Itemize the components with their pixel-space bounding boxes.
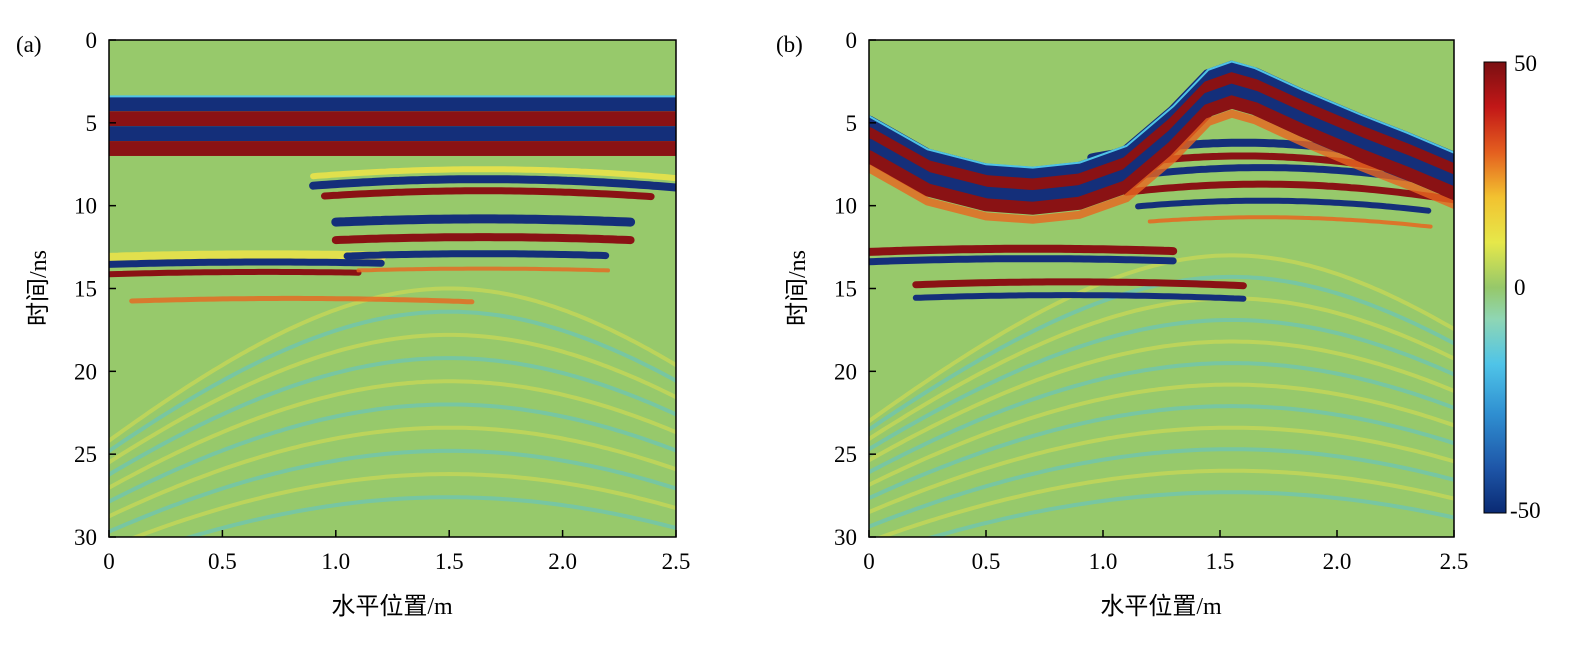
deep-reflection-band [183,495,676,537]
panel-b-radargram [869,60,1454,537]
deep-reflection-band [869,425,1454,514]
ytick-label: 15 [834,277,857,302]
colorbar-gradient [1483,61,1507,514]
ytick-label: 10 [74,194,97,219]
interface-band-blue [869,255,1177,266]
deep-reflection-band [869,382,1454,487]
xtick-label: 1.0 [321,549,350,574]
direct-wave-band [109,126,676,142]
panel-b-xlabel: 水平位置/m [1100,593,1222,620]
interface-band-yellow [109,250,387,263]
interface-band-red [109,268,362,278]
direct-wave-band [869,109,1454,224]
interface-band-red-2 [912,278,1247,290]
panel-a-label: (a) [16,32,42,57]
deep-reflection-band [109,332,676,465]
xtick-label: 1.5 [1206,549,1235,574]
deep-reflection-band [109,402,676,504]
target-hyperbola-red-2 [1122,180,1454,204]
target-hyperbola-blue-2 [331,214,636,227]
deep-reflection-band [109,286,676,443]
interface-band-blue [109,258,385,268]
colorbar-max-label: 50 [1514,51,1537,76]
deep-reflection-band [109,356,676,477]
ytick-label: 25 [834,442,857,467]
ytick-label: 20 [834,359,857,384]
xtick-label: 0.5 [208,549,237,574]
panel-a-radargram [109,95,676,537]
deep-reflection-band [109,425,676,519]
interface-band-red [869,244,1178,256]
deep-reflection-band [869,361,1454,475]
ytick-label: 10 [834,194,857,219]
ytick-label: 0 [86,28,98,53]
panel-a-ticks: 0 0.5 1.0 1.5 2.0 2.5 0 5 10 15 20 25 30 [74,28,690,574]
ytick-label: 30 [834,525,857,550]
ytick-label: 5 [846,111,858,136]
ytick-label: 5 [86,111,98,136]
target-hyperbola-blue [309,175,676,192]
deep-reflection-band [869,296,1454,441]
deep-reflection-band [925,490,1454,537]
xtick-label: 0 [103,549,115,574]
surface-line [869,60,1454,169]
direct-wave-band [109,96,676,112]
panel-b-label: (b) [776,32,803,57]
direct-wave-band [869,95,1454,215]
direct-wave-band [109,141,676,156]
panel-a-ylabel: 时间/ns [25,250,52,326]
ytick-label: 25 [74,442,97,467]
direct-wave-band [109,111,676,127]
colorbar-min-label: -50 [1510,498,1541,523]
ytick-label: 20 [74,359,97,384]
deep-reflection-band [109,379,676,490]
xtick-label: 2.0 [1323,549,1352,574]
panel-b-ylabel: 时间/ns [784,250,811,326]
deep-reflection-band [130,471,676,537]
target-hyperbola-yellow [310,166,676,182]
ytick-label: 0 [846,28,858,53]
deep-reflection-band [869,447,1454,529]
colorbar-zero-label: 0 [1514,275,1526,300]
target-hyperbola-red-2 [331,233,635,245]
target-hyperbola-red [321,187,655,201]
xtick-label: 2.0 [548,549,577,574]
deep-reflection-band [869,339,1454,463]
xtick-label: 1.5 [435,549,464,574]
deep-reflection-band [109,448,676,534]
direct-wave-band [869,72,1454,192]
colorbar: 50 0 -50 [1483,51,1541,523]
ytick-label: 15 [74,277,97,302]
panel-b-ticks: 0 0.5 1.0 1.5 2.0 2.5 0 5 10 15 20 25 30 [834,28,1468,574]
panel-a-xlabel: 水平位置/m [331,593,453,620]
interface-band-orange [129,295,475,305]
xtick-label: 1.0 [1089,549,1118,574]
target-hyperbola-blue-3 [1135,197,1432,214]
xtick-label: 0 [863,549,875,574]
ytick-label: 30 [74,525,97,550]
deep-reflection-band [869,318,1454,452]
target-hyperbola-blue-3 [343,250,610,260]
xtick-label: 2.5 [662,549,691,574]
deep-reflection-band [869,404,1454,501]
deep-reflection-band [875,468,1454,537]
deep-reflection-band [109,309,676,453]
xtick-label: 0.5 [972,549,1001,574]
direct-wave-band [869,83,1454,204]
target-hyperbola-orange [356,266,610,273]
target-hyperbola-orange [1147,215,1433,229]
interface-band-blue-2 [912,292,1247,302]
direct-wave-band [869,60,1454,180]
xtick-label: 2.5 [1440,549,1469,574]
